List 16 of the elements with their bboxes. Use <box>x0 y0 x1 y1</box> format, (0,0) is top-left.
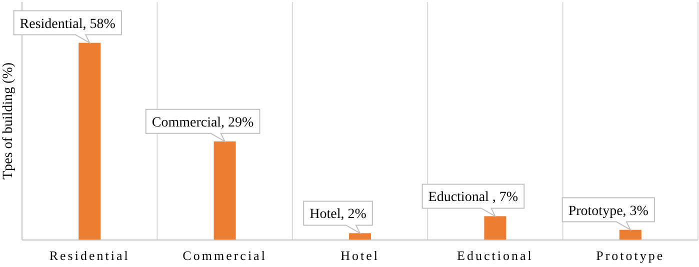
bar <box>349 233 371 240</box>
data-label: Prototype, 3% <box>568 204 649 219</box>
data-label: Commercial, 29% <box>152 115 254 130</box>
x-tick-label: Hotel <box>340 248 380 263</box>
data-label: Residential, 58% <box>20 16 116 32</box>
bar <box>78 42 101 240</box>
x-tick-label: Eductional <box>457 248 534 263</box>
y-axis-title: Tpes of building (%) <box>1 62 16 180</box>
data-label: Hotel, 2% <box>310 207 367 222</box>
bar <box>484 216 506 240</box>
bar <box>214 141 236 240</box>
bar <box>619 230 642 240</box>
x-tick-label: Commercial <box>182 248 267 263</box>
x-tick-label: Residential <box>49 248 130 263</box>
data-label: Eductional , 7% <box>428 190 518 206</box>
x-tick-label: Prototype <box>596 248 665 263</box>
